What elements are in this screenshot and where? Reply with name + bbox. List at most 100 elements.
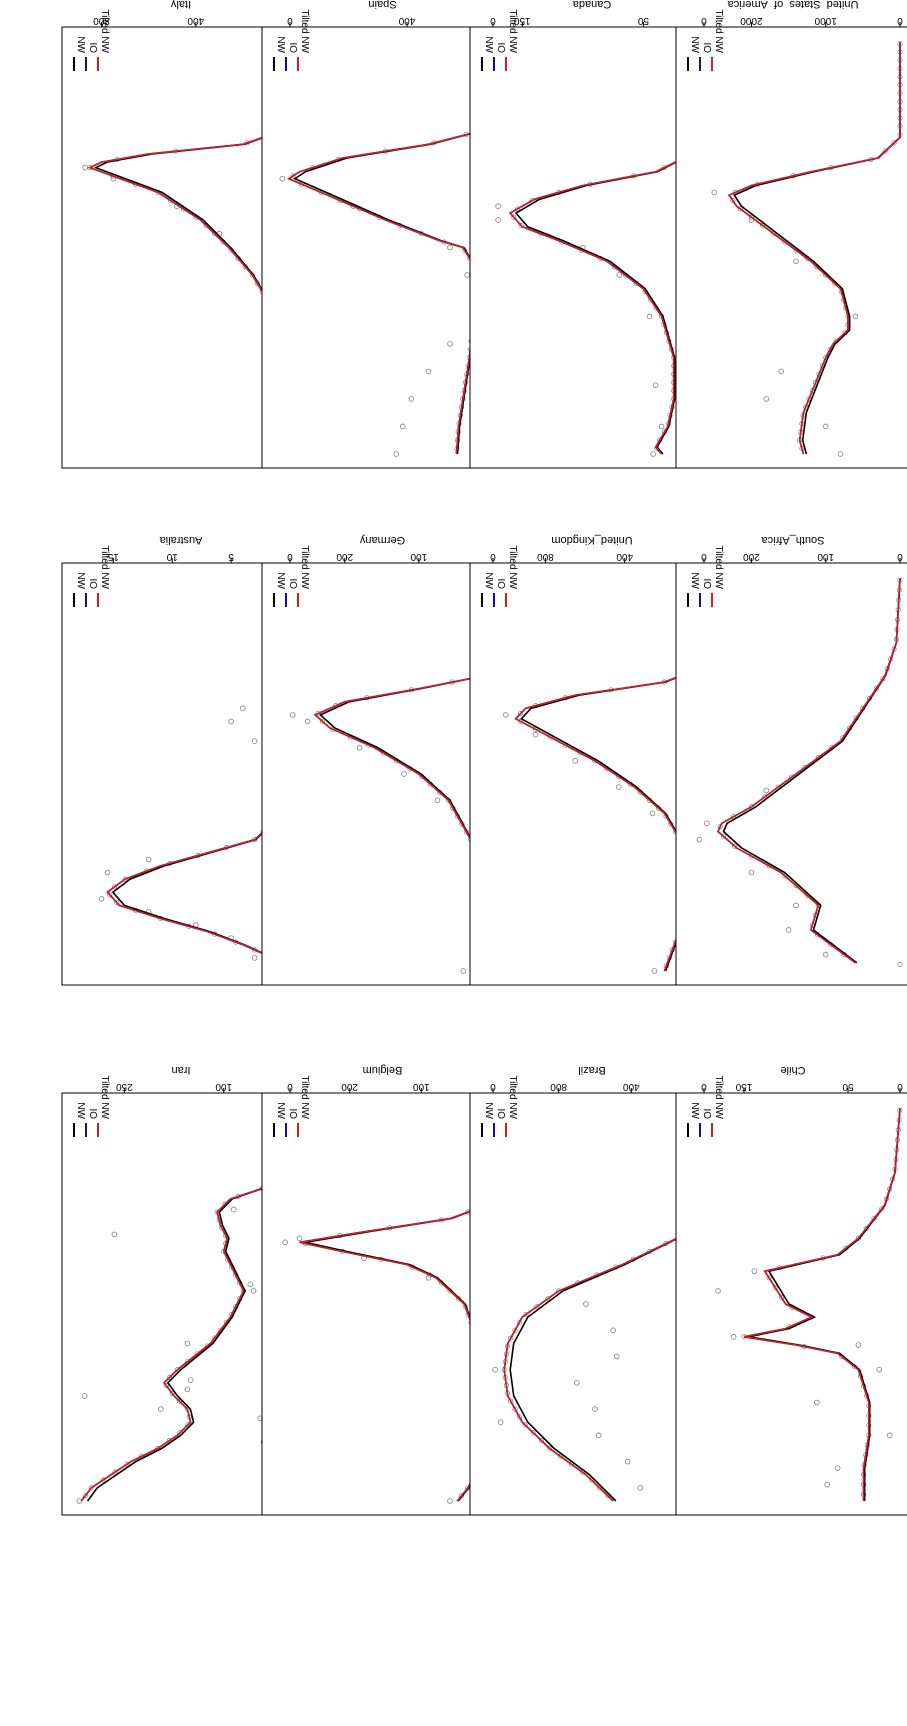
data-point bbox=[610, 1327, 616, 1334]
data-point bbox=[711, 189, 718, 196]
y-tick-label: 1000 bbox=[814, 15, 837, 26]
data-point bbox=[251, 738, 258, 744]
y-tick-label: 100 bbox=[410, 551, 427, 562]
data-point bbox=[545, 1296, 551, 1302]
data-point bbox=[778, 368, 784, 375]
data-point bbox=[319, 718, 326, 725]
y-tick-label: 5 bbox=[228, 551, 234, 562]
data-point bbox=[822, 423, 829, 430]
data-point bbox=[793, 902, 799, 909]
data-point bbox=[658, 423, 665, 430]
plot-frame bbox=[469, 562, 715, 986]
data-point bbox=[503, 712, 509, 718]
data-point bbox=[879, 1206, 885, 1212]
data-point bbox=[81, 1393, 88, 1399]
y-tick-label: 800 bbox=[537, 551, 554, 562]
y-axis-label: Spain bbox=[368, 0, 396, 10]
data-point bbox=[532, 731, 539, 738]
data-point bbox=[613, 1353, 620, 1360]
legend-label: Tilted NW bbox=[713, 9, 724, 53]
data-point bbox=[282, 1239, 288, 1246]
data-point bbox=[447, 244, 453, 251]
data-point bbox=[169, 1390, 175, 1396]
y-axis-label: Chile bbox=[780, 1064, 805, 1076]
y-axis-label: Germany bbox=[359, 534, 405, 546]
data-point bbox=[696, 836, 703, 843]
legend: NW IO Tilted NW bbox=[481, 9, 518, 71]
y-tick-label: 400 bbox=[398, 15, 415, 26]
data-point bbox=[651, 968, 658, 974]
data-point bbox=[813, 1399, 820, 1406]
legend-label: NW bbox=[689, 572, 700, 589]
legend-label: NW bbox=[689, 1102, 700, 1119]
y-tick-label: 800 bbox=[93, 15, 110, 26]
data-point bbox=[522, 1422, 528, 1428]
y-tick-label: 100 bbox=[413, 1081, 430, 1092]
data-point bbox=[897, 961, 903, 967]
data-point bbox=[290, 712, 296, 718]
data-point bbox=[516, 1319, 522, 1325]
y-axis-label: United_States_of_America bbox=[727, 0, 859, 10]
legend: NW IO Tilted NW bbox=[687, 9, 724, 71]
legend-label: NW bbox=[75, 572, 86, 589]
data-point bbox=[624, 1458, 631, 1465]
tilted-nw-curve bbox=[287, 42, 494, 455]
data-point bbox=[184, 1386, 191, 1393]
data-point bbox=[251, 955, 258, 961]
legend: NW IO Tilted NW bbox=[273, 1075, 310, 1137]
legend-label: NW bbox=[483, 36, 494, 53]
data-point bbox=[399, 423, 406, 430]
data-point bbox=[240, 705, 246, 712]
data-point bbox=[748, 869, 755, 876]
data-point bbox=[495, 217, 501, 223]
y-axis-label: South_Africa bbox=[761, 534, 825, 546]
data-point bbox=[516, 1414, 522, 1420]
data-point bbox=[145, 856, 152, 863]
legend-label: Tilted NW bbox=[299, 545, 310, 589]
tilted-nw-curve bbox=[717, 578, 901, 964]
y-tick-label: 0 bbox=[287, 551, 293, 562]
legend: NW IO Tilted NW bbox=[481, 545, 518, 607]
legend: NW IO Tilted NW bbox=[273, 545, 310, 607]
plot-frame bbox=[261, 1092, 504, 1516]
data-point bbox=[824, 1481, 830, 1488]
y-tick-label: 200 bbox=[336, 551, 353, 562]
legend-label: NW bbox=[75, 1102, 86, 1119]
data-point bbox=[508, 1335, 514, 1341]
legend-label: Tilted NW bbox=[299, 9, 310, 53]
data-point bbox=[163, 1382, 169, 1388]
data-point bbox=[778, 1294, 784, 1300]
y-tick-label: 15 bbox=[107, 551, 119, 562]
data-point bbox=[228, 718, 234, 725]
data-point bbox=[772, 1285, 778, 1291]
data-point bbox=[748, 214, 754, 220]
y-tick-label: 0 bbox=[701, 1081, 707, 1092]
panel-united_states_of_america: 050100150200250300day010002000United_Sta… bbox=[675, 0, 907, 469]
y-tick-label: 10 bbox=[166, 551, 178, 562]
data-point bbox=[785, 927, 792, 933]
data-point bbox=[766, 1275, 772, 1281]
data-point bbox=[822, 951, 829, 958]
legend-label: Tilted NW bbox=[99, 545, 110, 589]
data-point bbox=[447, 1498, 453, 1504]
plot-frame bbox=[61, 26, 301, 469]
plot-frame bbox=[261, 562, 504, 986]
data-point bbox=[572, 758, 578, 764]
y-axis-label: Italy bbox=[170, 0, 191, 10]
legend-label: IO bbox=[87, 1108, 98, 1119]
data-point bbox=[279, 175, 286, 182]
data-point bbox=[547, 1445, 553, 1452]
data-point bbox=[650, 451, 656, 457]
y-tick-label: 0 bbox=[287, 1081, 293, 1092]
legend-label: IO bbox=[701, 42, 712, 53]
plot-frame bbox=[61, 1092, 301, 1516]
data-point bbox=[296, 1235, 303, 1242]
data-point bbox=[434, 797, 441, 804]
nw-curve bbox=[86, 1108, 290, 1502]
legend-label: Tilted NW bbox=[507, 1075, 518, 1119]
y-tick-label: 400 bbox=[187, 15, 204, 26]
data-point bbox=[187, 1377, 194, 1383]
legend-label: NW bbox=[75, 36, 86, 53]
legend-label: NW bbox=[483, 572, 494, 589]
panel-south_africa: 050100150200day0100200South_AfricaNWIOTi… bbox=[675, 534, 907, 986]
